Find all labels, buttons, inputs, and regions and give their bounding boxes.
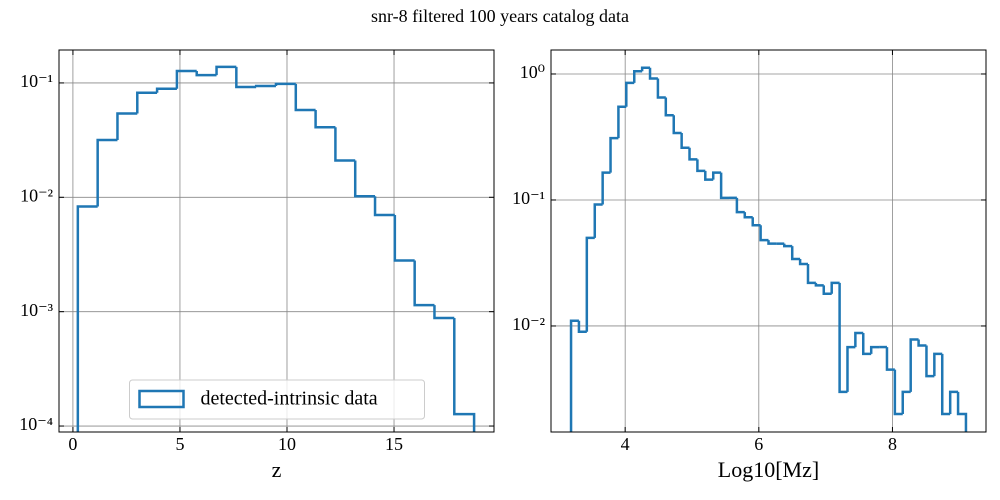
histogram-step: [798, 259, 808, 266]
histogram-step: [353, 160, 376, 198]
y-tick-label: 10⁻⁴: [19, 414, 53, 434]
histogram-step: [948, 390, 959, 415]
histogram-step: [116, 112, 138, 140]
histogram-step: [585, 236, 595, 332]
histogram: [76, 65, 476, 432]
histogram-step: [314, 109, 336, 129]
x-tick-label: 15: [385, 434, 403, 454]
x-axis-label: z: [272, 457, 282, 482]
histogram-step: [767, 240, 777, 245]
histogram-step: [569, 319, 579, 432]
histogram-step: [413, 260, 435, 307]
x-tick-label: 4: [621, 434, 630, 454]
histogram-step: [680, 133, 690, 149]
histogram-step: [136, 91, 158, 114]
histogram-step: [601, 171, 611, 205]
x-axis-label: Log10[Mz]: [718, 457, 819, 482]
histogram-step: [925, 345, 935, 378]
histogram-step: [917, 339, 927, 347]
x-tick-label: 5: [175, 434, 184, 454]
histogram-step: [76, 205, 98, 432]
histogram-step: [790, 246, 801, 261]
histogram-step: [854, 331, 864, 348]
histogram-step: [195, 71, 217, 77]
histogram-step: [901, 390, 911, 415]
histogram-step: [751, 217, 761, 227]
axes-frame: [550, 49, 987, 433]
y-tick-label: 10⁻¹: [512, 188, 545, 208]
histogram-step: [672, 115, 682, 135]
histogram-step: [704, 170, 714, 181]
histogram-step: [373, 196, 395, 217]
histogram-step: [719, 172, 730, 200]
y-tick-label: 10⁻²: [20, 185, 53, 205]
y-tick-label: 10⁻¹: [20, 71, 53, 91]
histogram-step: [656, 78, 666, 99]
histogram-step: [625, 81, 635, 107]
histogram-step: [215, 65, 237, 76]
histogram-step: [696, 159, 706, 173]
legend-label: detected-intrinsic data: [201, 388, 378, 410]
histogram: [569, 66, 968, 432]
histogram-step: [735, 197, 745, 214]
histogram-step: [334, 127, 356, 162]
legend-box: [129, 379, 425, 420]
histogram-step: [433, 305, 455, 320]
y-tick-label: 10⁻²: [512, 314, 545, 334]
y-tick-label: 10⁰: [520, 62, 545, 82]
histogram-step: [617, 105, 627, 139]
histogram-step: [759, 225, 769, 242]
histogram-step: [933, 352, 943, 377]
histogram-step: [909, 338, 919, 392]
histogram-step: [453, 318, 476, 432]
histogram-step: [885, 347, 895, 371]
histogram-step: [274, 82, 296, 86]
histogram-step: [577, 320, 587, 333]
x-tick-label: 8: [888, 434, 897, 454]
histogram-step: [822, 285, 832, 296]
x-tick-label: 6: [754, 434, 763, 454]
histogram-step: [254, 84, 276, 88]
histogram-step: [830, 281, 840, 294]
histogram-step: [640, 66, 651, 72]
legend-swatch: [138, 389, 185, 409]
histogram-step: [688, 147, 698, 161]
histogram-step: [846, 345, 856, 392]
histogram-step: [294, 83, 316, 112]
histogram-step: [664, 97, 674, 117]
histogram-step: [869, 345, 880, 354]
histogram-step: [783, 243, 793, 248]
histogram-step: [175, 69, 197, 89]
histogram-step: [633, 70, 643, 83]
histogram-step: [235, 66, 257, 89]
histogram-step: [96, 138, 118, 207]
x-tick-label: 0: [68, 434, 77, 454]
histogram-step: [806, 264, 816, 285]
histogram-step: [155, 87, 177, 93]
axes-frame: [58, 49, 495, 433]
histogram-step: [956, 391, 968, 432]
histogram-step: [593, 203, 603, 238]
histogram-step: [711, 171, 722, 180]
histogram-step: [940, 353, 951, 416]
histogram-step: [814, 282, 824, 287]
histogram-step: [648, 67, 658, 80]
histogram-step: [743, 212, 753, 219]
histogram-step: [393, 215, 415, 262]
figure-title: snr-8 filtered 100 years catalog data: [371, 6, 629, 26]
histogram-step: [838, 282, 848, 394]
histogram-step: [862, 332, 872, 356]
x-tick-label: 10: [278, 434, 296, 454]
histogram-step: [893, 369, 903, 416]
histogram-step: [609, 136, 619, 173]
y-tick-label: 10⁻³: [20, 300, 54, 320]
